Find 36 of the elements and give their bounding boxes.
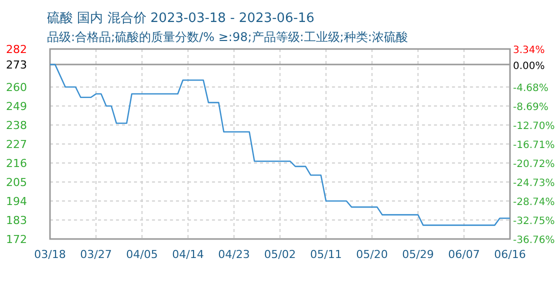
y-tick-label: 282 <box>6 43 27 56</box>
x-tick-label: 04/23 <box>218 248 250 261</box>
chart-title: 硫酸 国内 混合价 2023-03-18 - 2023-06-16 <box>47 11 314 26</box>
chart-subtitle: 品级:合格品;硫酸的质量分数/% ≥:98;产品等级:工业级;种类:浓硫酸 <box>47 30 408 44</box>
x-tick-label: 05/20 <box>356 248 388 261</box>
x-tick-label: 06/07 <box>448 248 480 261</box>
x-tick-label: 03/18 <box>34 248 66 261</box>
x-tick-label: 06/16 <box>494 248 526 261</box>
y-tick-label: 216 <box>6 157 27 170</box>
y2-tick-label: -16.71% <box>513 140 555 151</box>
x-tick-label: 05/02 <box>264 248 296 261</box>
x-tick-label: 04/14 <box>172 248 204 261</box>
y-tick-label: 238 <box>6 119 27 132</box>
y-tick-label: 194 <box>6 195 27 208</box>
y2-tick-label: -8.69% <box>513 102 548 113</box>
y2-tick-label: 0.00% <box>513 60 545 72</box>
y2-tick-label: -24.73% <box>513 178 555 189</box>
y-tick-label: 183 <box>6 214 27 227</box>
y-tick-label: 172 <box>6 233 27 246</box>
y-tick-label: 273 <box>6 58 27 72</box>
y2-tick-label: -12.70% <box>513 121 555 132</box>
y2-tick-label: -4.68% <box>513 83 548 94</box>
y2-tick-label: -20.72% <box>513 159 555 170</box>
x-tick-label: 03/27 <box>80 248 112 261</box>
y-tick-label: 205 <box>6 176 27 189</box>
y2-tick-label: -36.76% <box>513 235 555 246</box>
x-tick-label: 05/11 <box>310 248 342 261</box>
y2-tick-label: -28.74% <box>513 197 555 208</box>
y-tick-label: 260 <box>6 81 27 94</box>
y-tick-label: 249 <box>6 100 27 113</box>
y2-tick-label: -32.75% <box>513 216 555 227</box>
x-tick-label: 04/05 <box>126 248 158 261</box>
line-series <box>49 64 511 226</box>
x-tick-label: 05/29 <box>402 248 434 261</box>
y-tick-label: 227 <box>6 138 27 151</box>
y2-tick-label: 3.34% <box>513 45 545 56</box>
